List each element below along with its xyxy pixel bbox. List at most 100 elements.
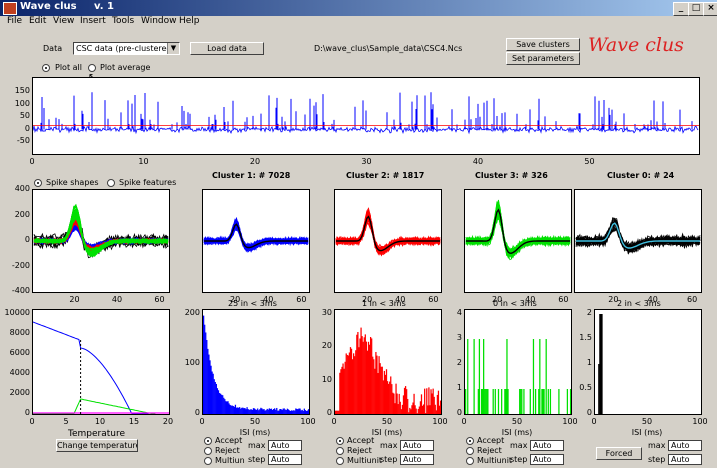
cluster-3-status-label-1: Reject (477, 446, 502, 455)
spike-shapes-radio[interactable] (34, 179, 42, 187)
isi-bar (295, 408, 297, 414)
cluster-3-step-input[interactable]: Auto (530, 454, 564, 465)
isi-bar (213, 379, 215, 414)
isi-bar (419, 401, 422, 414)
cluster-1-max-input[interactable]: Auto (268, 440, 302, 451)
minimize-button[interactable]: _ (673, 2, 689, 16)
cluster-2-max-input[interactable]: Auto (400, 440, 434, 451)
temperature-plot[interactable] (32, 309, 170, 415)
menu-view[interactable]: View (53, 16, 75, 26)
isi-bar (271, 409, 274, 414)
isi-bar (306, 410, 309, 414)
cluster-1-status-radio-2[interactable] (204, 457, 212, 465)
isi-bar (408, 412, 410, 414)
close-button[interactable]: × (703, 2, 717, 16)
isi-bar (521, 389, 523, 414)
isi-bar (269, 408, 272, 414)
menu-edit[interactable]: Edit (29, 16, 47, 26)
mean-waveform (576, 222, 700, 249)
temp-ytick: 0 (24, 408, 30, 417)
isi-bar (218, 393, 221, 414)
file-path: D:\wave_clus\Sample_data\CSC4.Ncs (314, 44, 463, 53)
isi-bar (406, 389, 408, 414)
forced-button[interactable]: Forced (596, 447, 642, 460)
isi-xtick: 50 (641, 417, 653, 426)
isi-bar (223, 397, 225, 414)
isi-bar (205, 332, 207, 414)
cluster-1-status-radio-0[interactable] (204, 437, 212, 445)
isi-bar (303, 408, 305, 414)
cluster-3-max-input[interactable]: Auto (530, 440, 564, 451)
isi-bar (351, 359, 354, 414)
isi-ytick: 0 (456, 408, 462, 417)
cluster-2-status-label-0: Accept (347, 436, 375, 445)
isi-bar (237, 407, 240, 414)
save-clusters-button[interactable]: Save clusters (506, 38, 580, 51)
menu-tools[interactable]: Tools (112, 16, 135, 26)
isi-bar (239, 407, 241, 414)
raw-xtick: 20 (249, 157, 261, 166)
raw-trace-plot[interactable] (32, 77, 700, 155)
isi-xlabel: ISI (ms) (501, 428, 533, 437)
cluster-1-isi-plot[interactable] (202, 309, 310, 415)
isi-bar (360, 327, 362, 414)
cluster-1-status-label-2: Multiun (215, 456, 245, 465)
cluster-0-isi-plot[interactable] (594, 309, 702, 415)
isi-bar (372, 356, 374, 414)
raw-ytick: -50 (16, 136, 30, 145)
isi-xlabel: ISI (ms) (631, 428, 663, 437)
cluster-3-status-radio-1[interactable] (466, 447, 474, 455)
all-spikes-plot[interactable] (32, 189, 170, 293)
set-parameters-button[interactable]: Set parameters (506, 52, 580, 65)
menu-file[interactable]: File (7, 16, 23, 26)
isi-bar (298, 408, 300, 414)
isi-bar (501, 389, 503, 414)
isi-bar (393, 393, 395, 414)
isi-bar (268, 408, 270, 414)
isi-bar (350, 348, 353, 414)
cluster-2-status-radio-2[interactable] (336, 457, 344, 465)
cluster-2-step-input[interactable]: Auto (400, 454, 434, 465)
isi-bar (361, 336, 363, 414)
cluster-1-step-label: step (248, 455, 266, 464)
isi-ytick: 4 (456, 308, 462, 317)
isi-ytick: 10 (321, 374, 332, 384)
menu-help[interactable]: Help (179, 16, 200, 26)
plot-average-radio[interactable] (88, 64, 96, 72)
cluster-0-step-input[interactable]: Auto (668, 454, 702, 465)
cluster-0-waveform-plot[interactable] (574, 189, 702, 293)
cluster-size-curve-1 (33, 321, 149, 414)
maximize-button[interactable]: □ (688, 2, 704, 16)
cluster-0-max-input[interactable]: Auto (668, 440, 702, 451)
cluster-2-status-radio-0[interactable] (336, 437, 344, 445)
data-select[interactable]: CSC data (pre-clustered) ▼ (73, 42, 180, 55)
cluster-3-status-radio-0[interactable] (466, 437, 474, 445)
cluster-3-waveform-svg (465, 199, 571, 261)
load-data-button[interactable]: Load data (190, 42, 264, 55)
cluster-2-waveform-plot[interactable] (334, 189, 442, 293)
cluster-2-isi-plot[interactable] (334, 309, 442, 415)
isi-xtick: 0 (331, 417, 337, 426)
isi-bar (340, 369, 342, 414)
cluster-1-step-input[interactable]: Auto (268, 454, 302, 465)
cluster-0-step-label: step (648, 455, 666, 464)
cluster-2-status-radio-1[interactable] (336, 447, 344, 455)
cluster-xtick: 40 (263, 295, 274, 304)
isi-bar (507, 389, 509, 414)
cluster-2-title: Cluster 2: # 1817 (346, 171, 425, 180)
cluster-1-status-radio-1[interactable] (204, 447, 212, 455)
spike-features-radio[interactable] (107, 179, 115, 187)
isi-bar (549, 389, 552, 414)
cluster-3-isi-plot[interactable] (464, 309, 572, 415)
mean-waveform (336, 215, 440, 252)
menu-window[interactable]: Window (141, 16, 177, 26)
plot-all-radio[interactable] (42, 64, 50, 72)
change-temperature-button[interactable]: Change temperature (56, 439, 138, 452)
menu-insert[interactable]: Insert (80, 16, 106, 26)
cluster-1-waveform-plot[interactable] (202, 189, 310, 293)
cluster-3-waveform-plot[interactable] (464, 189, 572, 293)
cluster-3-status-radio-2[interactable] (466, 457, 474, 465)
raw-ytick: 150 (14, 86, 30, 95)
raw-trace-svg (33, 92, 699, 135)
isi-bar (425, 413, 427, 414)
